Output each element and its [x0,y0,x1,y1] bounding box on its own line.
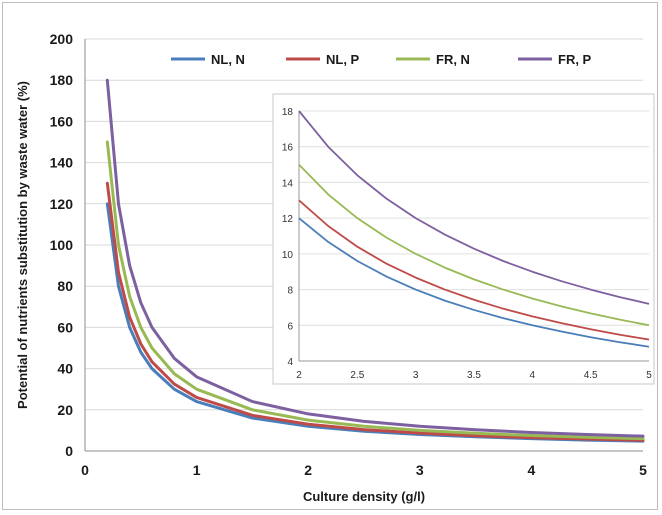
inset-x-tick-3-5: 3.5 [467,370,481,381]
inset-y-tick-8: 8 [287,286,293,297]
chart-frame: 0 20 40 60 80 100 120 140 160 180 200 0 1 2 3 4 5 Potent… [2,2,658,510]
x-axis-label: Culture density (g/l) [303,489,425,504]
main-x-tick-1: 1 [193,462,201,478]
main-x-tick-2: 2 [304,462,312,478]
inset-y-tick-10: 10 [282,250,294,261]
main-y-tick-140: 140 [50,155,74,171]
inset-series-line-2 [298,199,650,341]
legend-label-fr-p: FR, P [558,52,592,67]
main-x-tick-4: 4 [528,462,536,478]
main-series-line-fr-p [105,78,645,438]
inset-y-tick-6: 6 [287,321,293,332]
inset-y-tick-14: 14 [282,178,294,189]
inset-x-tick-2: 2 [296,370,302,381]
main-y-tick-80: 80 [57,278,73,294]
main-y-tick-120: 120 [50,196,74,212]
main-y-tick-60: 60 [57,319,73,335]
legend-label-nl-n: NL, N [211,52,245,67]
y-axis-label: Potential of nutrients substitution by w… [15,81,30,409]
inset-y-tick-4: 4 [287,357,293,368]
inset-series-line-4 [298,110,650,305]
inset-x-tick-2-5: 2.5 [350,370,364,381]
main-series-lines [105,78,645,443]
main-y-tick-180: 180 [50,72,74,88]
legend-label-nl-p: NL, P [326,52,360,67]
inset-tick-labels: 4 6 8 10 12 14 16 18 2 2.5 3 3.5 4 4.5 5 [282,107,652,381]
main-series-line-fr-n [105,140,645,441]
legend: NL, N NL, P FR, N FR, P [171,52,592,67]
inset-x-tick-4-5: 4.5 [584,370,598,381]
inset-x-tick-4: 4 [530,370,536,381]
inset-y-tick-18: 18 [282,107,294,118]
inset-y-tick-16: 16 [282,143,294,154]
main-y-tick-100: 100 [50,237,74,253]
inset-x-tick-5: 5 [646,370,652,381]
inset-series-line-3 [298,163,650,327]
main-y-tick-0: 0 [65,443,73,459]
main-axes [84,39,643,452]
inset-y-tick-12: 12 [282,214,294,225]
main-y-tick-160: 160 [50,113,74,129]
main-x-tick-5: 5 [639,462,647,478]
inset-axes [298,111,649,362]
main-y-tick-20: 20 [57,402,73,418]
inset-series-lines [298,110,650,348]
main-series-line-nl-p [105,181,645,442]
inset-frame [272,93,655,385]
main-y-tick-40: 40 [57,361,73,377]
main-x-tick-3: 3 [416,462,424,478]
legend-label-fr-n: FR, N [436,52,470,67]
main-x-tick-0: 0 [81,462,89,478]
inset-series-line-1 [298,217,650,348]
inset-x-tick-3: 3 [413,370,419,381]
main-y-tick-200: 200 [50,31,74,47]
